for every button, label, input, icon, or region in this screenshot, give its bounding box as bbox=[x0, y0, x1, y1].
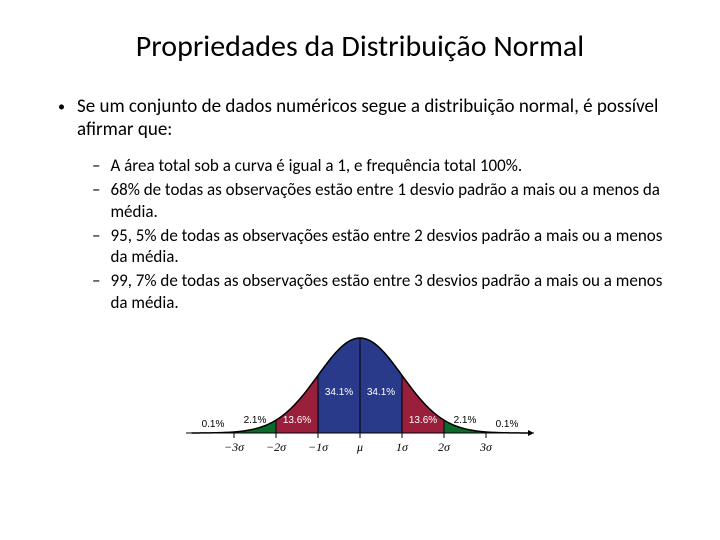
bullet-dash: – bbox=[92, 179, 100, 222]
region-label: 2.1% bbox=[244, 415, 267, 426]
sub-bullet-text: 99, 7% de todas as observações estão ent… bbox=[110, 270, 670, 313]
bullet-dash: – bbox=[92, 225, 100, 268]
region bbox=[360, 338, 402, 433]
axis-label: 1σ bbox=[396, 440, 409, 454]
sub-bullet: – A área total sob a curva é igual a 1, … bbox=[92, 155, 670, 176]
sub-bullet-text: 68% de todas as observações estão entre … bbox=[110, 179, 670, 222]
chart-container: −3σ−2σ−1σμ1σ2σ3σ0.1%2.1%13.6%34.1%34.1%1… bbox=[50, 323, 670, 458]
normal-distribution-chart: −3σ−2σ−1σμ1σ2σ3σ0.1%2.1%13.6%34.1%34.1%1… bbox=[180, 323, 540, 458]
axis-label: 3σ bbox=[479, 440, 493, 454]
axis-label: −3σ bbox=[224, 440, 245, 454]
bullet-dot: • bbox=[58, 95, 65, 141]
region-label: 0.1% bbox=[202, 419, 225, 430]
arrowhead-icon bbox=[528, 430, 534, 436]
sub-bullet-text: A área total sob a curva é igual a 1, e … bbox=[110, 155, 522, 176]
sub-bullet: – 99, 7% de todas as observações estão e… bbox=[92, 270, 670, 313]
region-label: 34.1% bbox=[325, 387, 353, 398]
axis-label: −2σ bbox=[266, 440, 287, 454]
sub-bullet-text: 95, 5% de todas as observações estão ent… bbox=[110, 225, 670, 268]
bullet-dash: – bbox=[92, 270, 100, 313]
bullet-dash: – bbox=[92, 155, 100, 176]
region-label: 13.6% bbox=[283, 415, 311, 426]
region-label: 13.6% bbox=[409, 415, 437, 426]
main-bullet-text: Se um conjunto de dados numéricos segue … bbox=[77, 95, 670, 141]
main-bullet: • Se um conjunto de dados numéricos segu… bbox=[58, 95, 670, 141]
region-label: 34.1% bbox=[367, 387, 395, 398]
axis-label: μ bbox=[356, 440, 363, 454]
axis-label: 2σ bbox=[438, 440, 451, 454]
axis-label: −1σ bbox=[308, 440, 329, 454]
page-title: Propriedades da Distribuição Normal bbox=[50, 28, 670, 65]
region bbox=[318, 338, 360, 433]
region-label: 0.1% bbox=[496, 419, 519, 430]
region-label: 2.1% bbox=[454, 415, 477, 426]
sub-bullet: – 68% de todas as observações estão entr… bbox=[92, 179, 670, 222]
sub-bullet: – 95, 5% de todas as observações estão e… bbox=[92, 225, 670, 268]
